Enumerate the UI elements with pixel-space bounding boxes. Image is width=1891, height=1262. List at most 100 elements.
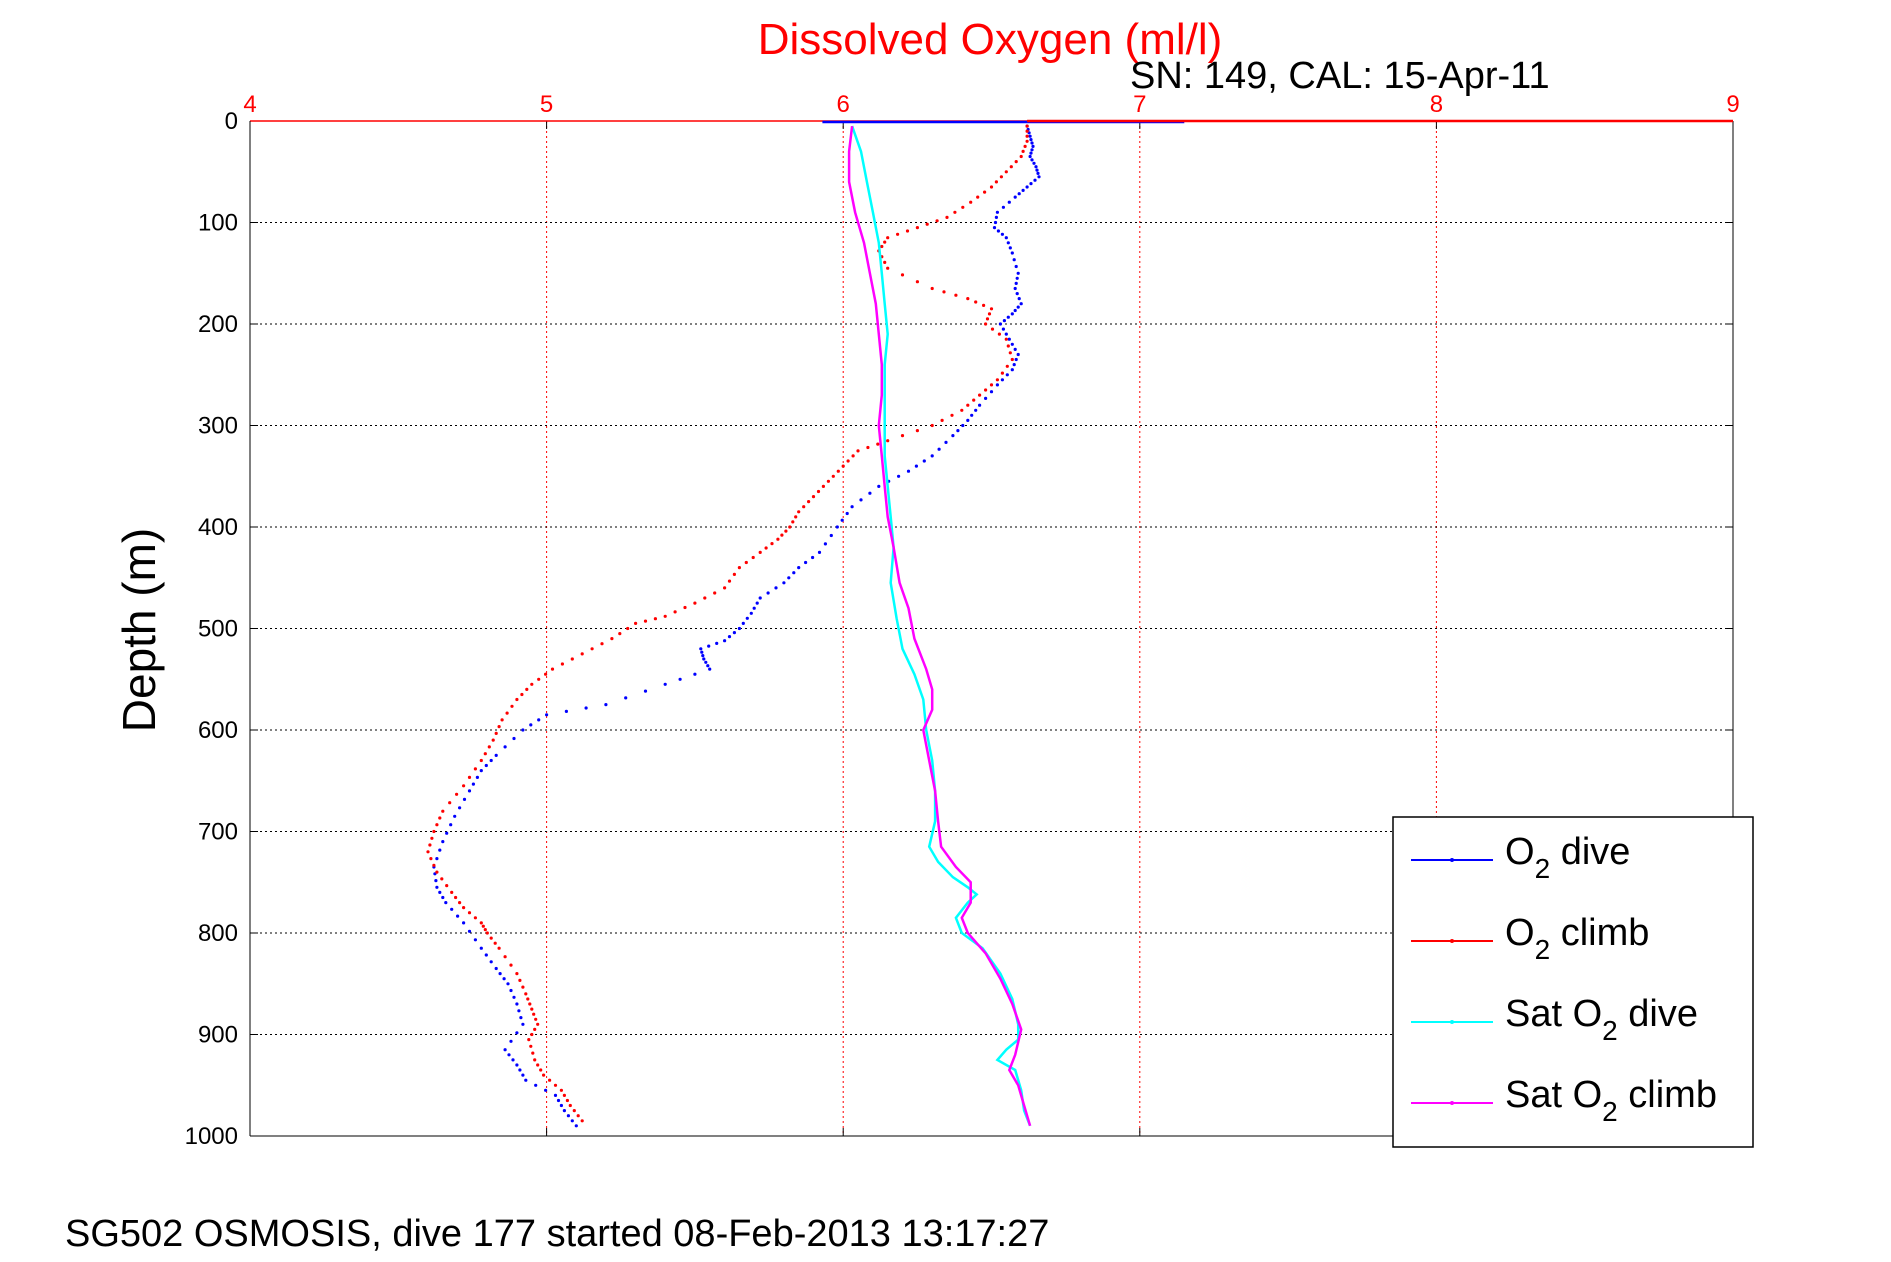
o2_dive-point xyxy=(462,797,467,802)
o2_climb-point xyxy=(481,924,485,928)
o2_climb-point xyxy=(886,439,890,443)
o2_climb-point xyxy=(802,505,806,509)
o2_dive-point xyxy=(456,914,460,918)
o2_dive-point xyxy=(517,1009,521,1013)
o2_dive-point xyxy=(515,1063,519,1067)
o2_climb-point xyxy=(536,1022,540,1026)
legend-label-sat_o2_dive: Sat O2 dive xyxy=(1505,993,1698,1046)
o2_climb-point xyxy=(521,985,525,989)
o2_climb-point xyxy=(821,484,826,488)
o2_dive-point xyxy=(441,840,445,844)
o2_climb-point xyxy=(572,1109,576,1113)
o2_climb-point xyxy=(961,205,965,209)
o2_dive-point xyxy=(702,657,706,661)
o2_dive-point xyxy=(706,664,710,668)
o2_dive-point xyxy=(966,418,970,422)
o2_dive-point xyxy=(1029,138,1033,142)
o2_dive-point xyxy=(835,525,839,529)
o2_dive-point xyxy=(435,885,439,889)
o2_dive-point xyxy=(545,713,549,717)
o2_climb-point xyxy=(518,978,522,983)
o2_dive-point xyxy=(556,1098,561,1103)
o2_climb-point xyxy=(811,495,816,499)
y-tick-label: 100 xyxy=(198,210,238,237)
o2_dive-point xyxy=(732,631,737,635)
o2_climb-point xyxy=(776,537,780,541)
o2_dive-point xyxy=(1013,347,1017,351)
o2_climb-point xyxy=(1009,165,1013,169)
o2_dive-point xyxy=(1010,251,1014,255)
o2_climb-point xyxy=(532,1012,536,1016)
o2_climb-point xyxy=(960,408,964,412)
o2_climb-point xyxy=(559,1088,564,1092)
o2_climb-point xyxy=(954,293,958,297)
o2_dive-point xyxy=(1017,297,1021,301)
o2_dive-point xyxy=(475,775,479,780)
o2_climb-point xyxy=(974,300,978,304)
o2_climb-point xyxy=(455,792,459,796)
o2_dive-point xyxy=(643,689,648,693)
o2_dive-point xyxy=(566,1114,571,1118)
o2_dive-point xyxy=(995,383,1000,387)
o2_climb-point xyxy=(445,884,449,888)
o2_dive-point xyxy=(708,667,712,671)
o2_climb-point xyxy=(737,566,742,570)
o2_dive-point xyxy=(441,895,445,900)
o2_dive-point xyxy=(1016,305,1020,309)
o2_dive-point xyxy=(956,429,960,433)
o2_climb-point xyxy=(940,418,944,422)
x-tick-label: 9 xyxy=(1726,91,1739,118)
o2_dive-point xyxy=(515,1031,519,1035)
o2_climb-point xyxy=(983,190,987,194)
o2_climb-point xyxy=(487,745,491,749)
o2_climb-point xyxy=(430,836,434,840)
o2_dive-point xyxy=(1029,151,1033,155)
o2_climb-point xyxy=(483,928,487,932)
o2_dive-point xyxy=(512,736,516,741)
o2_dive-point xyxy=(503,1048,507,1052)
o2_dive-point xyxy=(553,1093,558,1097)
o2_climb-point xyxy=(989,383,994,387)
o2_climb-point xyxy=(503,955,507,959)
y-tick-label: 600 xyxy=(198,717,238,744)
o2_climb-point xyxy=(570,657,574,661)
o2_dive-point xyxy=(1008,246,1012,250)
o2_climb-point xyxy=(673,610,677,614)
o2_dive-point xyxy=(823,542,828,546)
x-tick-label: 7 xyxy=(1133,91,1146,118)
o2_dive-point xyxy=(1001,205,1006,209)
o2_dive-point xyxy=(1035,168,1039,172)
o2_dive-point xyxy=(1021,188,1025,192)
o2_dive-point xyxy=(1012,363,1016,367)
x-tick-label: 8 xyxy=(1430,91,1443,118)
legend-marker-sat_o2_climb xyxy=(1450,1101,1454,1105)
o2_dive-point xyxy=(922,459,926,463)
o2_climb-point xyxy=(984,388,988,392)
o2_climb-point xyxy=(770,542,774,546)
o2_climb-point xyxy=(450,890,454,895)
o2_climb-point xyxy=(987,312,992,316)
sat_o2_climb-line xyxy=(847,125,1032,1127)
o2_climb-point xyxy=(751,555,755,560)
o2_dive-point xyxy=(489,960,493,964)
o2_climb-point xyxy=(1010,357,1014,362)
o2_climb-point xyxy=(758,550,762,555)
o2_climb-point xyxy=(989,307,994,311)
o2_dive-point xyxy=(562,1109,567,1113)
o2_climb-point xyxy=(536,1063,540,1067)
o2_dive-point xyxy=(1029,182,1033,186)
o2_climb-point xyxy=(580,652,584,656)
o2_dive-point xyxy=(544,1088,548,1092)
o2_dive-point xyxy=(737,626,742,631)
o2_climb-point xyxy=(1025,134,1029,138)
o2_dive-point xyxy=(503,745,507,749)
o2_climb-point xyxy=(537,677,541,681)
o2_climb-point xyxy=(435,870,439,874)
o2_dive-point xyxy=(1005,373,1009,377)
o2_climb-point xyxy=(950,413,954,417)
o2_climb-point xyxy=(989,185,994,189)
o2_climb-point xyxy=(441,809,445,813)
o2_dive-point xyxy=(449,823,453,827)
o2_dive-point xyxy=(1030,158,1034,162)
o2_dive-point xyxy=(479,946,483,950)
